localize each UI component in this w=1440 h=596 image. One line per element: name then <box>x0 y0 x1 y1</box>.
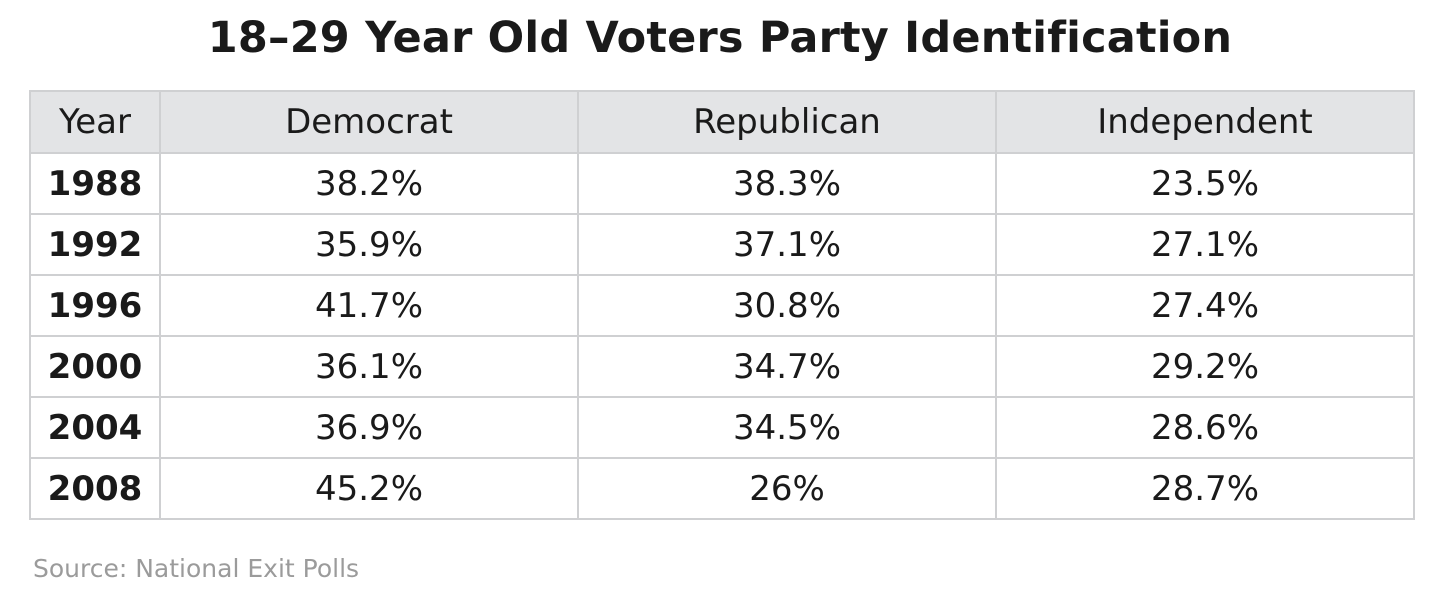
table-cell-independent: 29.2% <box>995 335 1415 398</box>
column-header-year: Year <box>29 90 161 154</box>
table-cell-democrat: 45.2% <box>159 457 579 520</box>
table-cell-year: 1996 <box>29 274 161 337</box>
table-cell-year: 2008 <box>29 457 161 520</box>
column-header-republican: Republican <box>577 90 997 154</box>
table-cell-year: 1988 <box>29 152 161 215</box>
table-cell-year: 2000 <box>29 335 161 398</box>
table-cell-democrat: 41.7% <box>159 274 579 337</box>
table-row: 1992 35.9% 37.1% 27.1% <box>29 213 1415 276</box>
table-cell-republican: 34.7% <box>577 335 997 398</box>
table-cell-democrat: 38.2% <box>159 152 579 215</box>
column-header-democrat: Democrat <box>159 90 579 154</box>
table-cell-independent: 28.6% <box>995 396 1415 459</box>
party-identification-table: Year Democrat Republican Independent 198… <box>29 90 1415 520</box>
table-cell-republican: 34.5% <box>577 396 997 459</box>
chart-title: 18–29 Year Old Voters Party Identificati… <box>207 13 1233 63</box>
table-cell-republican: 38.3% <box>577 152 997 215</box>
table-row: 2008 45.2% 26% 28.7% <box>29 457 1415 520</box>
table-row: 2000 36.1% 34.7% 29.2% <box>29 335 1415 398</box>
table-cell-democrat: 36.9% <box>159 396 579 459</box>
table-row: 1988 38.2% 38.3% 23.5% <box>29 152 1415 215</box>
table-cell-independent: 28.7% <box>995 457 1415 520</box>
table-cell-republican: 37.1% <box>577 213 997 276</box>
column-header-independent: Independent <box>995 90 1415 154</box>
table-cell-independent: 27.4% <box>995 274 1415 337</box>
table-cell-year: 2004 <box>29 396 161 459</box>
table-header-row: Year Democrat Republican Independent <box>29 90 1415 154</box>
table-row: 2004 36.9% 34.5% 28.6% <box>29 396 1415 459</box>
table-cell-democrat: 35.9% <box>159 213 579 276</box>
table-row: 1996 41.7% 30.8% 27.4% <box>29 274 1415 337</box>
table-cell-republican: 26% <box>577 457 997 520</box>
table-cell-independent: 23.5% <box>995 152 1415 215</box>
table-cell-year: 1992 <box>29 213 161 276</box>
table-cell-independent: 27.1% <box>995 213 1415 276</box>
source-note: Source: National Exit Polls <box>33 554 360 583</box>
table-cell-republican: 30.8% <box>577 274 997 337</box>
table-cell-democrat: 36.1% <box>159 335 579 398</box>
